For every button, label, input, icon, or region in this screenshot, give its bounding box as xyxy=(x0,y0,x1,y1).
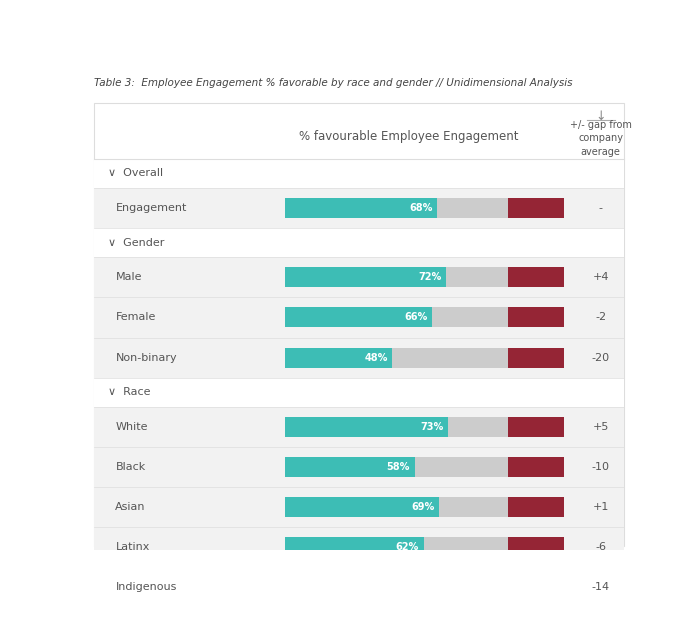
Text: ∨  Gender: ∨ Gender xyxy=(108,238,164,248)
Bar xyxy=(94,159,624,188)
Text: 62%: 62% xyxy=(395,542,419,552)
Bar xyxy=(508,457,564,477)
Text: Black: Black xyxy=(116,462,146,472)
Bar xyxy=(508,198,564,218)
Text: 73%: 73% xyxy=(420,422,443,432)
Text: Engagement: Engagement xyxy=(116,203,187,213)
Text: ∨  Race: ∨ Race xyxy=(108,387,150,397)
Text: Non-binary: Non-binary xyxy=(116,352,177,363)
Bar xyxy=(437,198,508,218)
Bar xyxy=(285,457,414,477)
Bar xyxy=(424,537,508,557)
Bar xyxy=(508,537,564,557)
Text: Asian: Asian xyxy=(116,502,146,512)
Text: +1: +1 xyxy=(592,502,609,512)
Bar xyxy=(285,268,446,287)
Text: 54%: 54% xyxy=(378,582,401,592)
Bar xyxy=(285,417,448,437)
Text: Latinx: Latinx xyxy=(116,542,150,552)
Bar xyxy=(439,497,508,517)
Bar xyxy=(94,487,624,527)
Bar xyxy=(406,577,508,597)
Bar xyxy=(414,457,508,477)
Text: -2: -2 xyxy=(595,313,606,323)
Text: Table 3:  Employee Engagement % favorable by race and gender // Unidimensional A: Table 3: Employee Engagement % favorable… xyxy=(94,78,572,88)
Text: -: - xyxy=(598,203,603,213)
Bar xyxy=(94,297,624,337)
Bar xyxy=(285,347,392,368)
Text: -20: -20 xyxy=(592,352,610,363)
Bar xyxy=(94,337,624,378)
Text: +5: +5 xyxy=(592,422,609,432)
Bar xyxy=(508,347,564,368)
Text: ↓: ↓ xyxy=(595,109,606,122)
Text: -14: -14 xyxy=(592,582,610,592)
Bar xyxy=(94,567,624,607)
Text: +4: +4 xyxy=(592,273,609,282)
Text: Male: Male xyxy=(116,273,142,282)
Bar xyxy=(94,527,624,567)
Bar xyxy=(392,347,508,368)
Text: 66%: 66% xyxy=(405,313,428,323)
Text: -6: -6 xyxy=(595,542,606,552)
Text: Female: Female xyxy=(116,313,156,323)
Bar xyxy=(285,198,437,218)
Text: White: White xyxy=(116,422,148,432)
Text: ∨  Overall: ∨ Overall xyxy=(108,169,163,179)
Text: Indigenous: Indigenous xyxy=(116,582,177,592)
Bar xyxy=(94,447,624,487)
Text: 48%: 48% xyxy=(364,352,388,363)
Text: -10: -10 xyxy=(592,462,610,472)
Bar xyxy=(508,577,564,597)
Bar xyxy=(508,308,564,328)
Bar xyxy=(446,268,508,287)
Bar xyxy=(285,308,433,328)
Text: 69%: 69% xyxy=(411,502,435,512)
Text: +/- gap from
company
average: +/- gap from company average xyxy=(570,120,631,156)
Bar xyxy=(508,268,564,287)
Bar xyxy=(508,417,564,437)
Bar xyxy=(94,188,624,228)
Text: % favourable Employee Engagement: % favourable Employee Engagement xyxy=(300,130,519,143)
Bar xyxy=(285,537,424,557)
Bar xyxy=(285,497,439,517)
Bar xyxy=(94,407,624,447)
Bar xyxy=(94,228,624,258)
Bar xyxy=(285,577,406,597)
Bar xyxy=(94,258,624,297)
Bar xyxy=(94,378,624,407)
Text: 72%: 72% xyxy=(418,273,441,282)
Bar xyxy=(508,497,564,517)
Bar xyxy=(433,308,508,328)
Text: 68%: 68% xyxy=(409,203,433,213)
Text: 58%: 58% xyxy=(386,462,410,472)
Bar xyxy=(448,417,508,437)
